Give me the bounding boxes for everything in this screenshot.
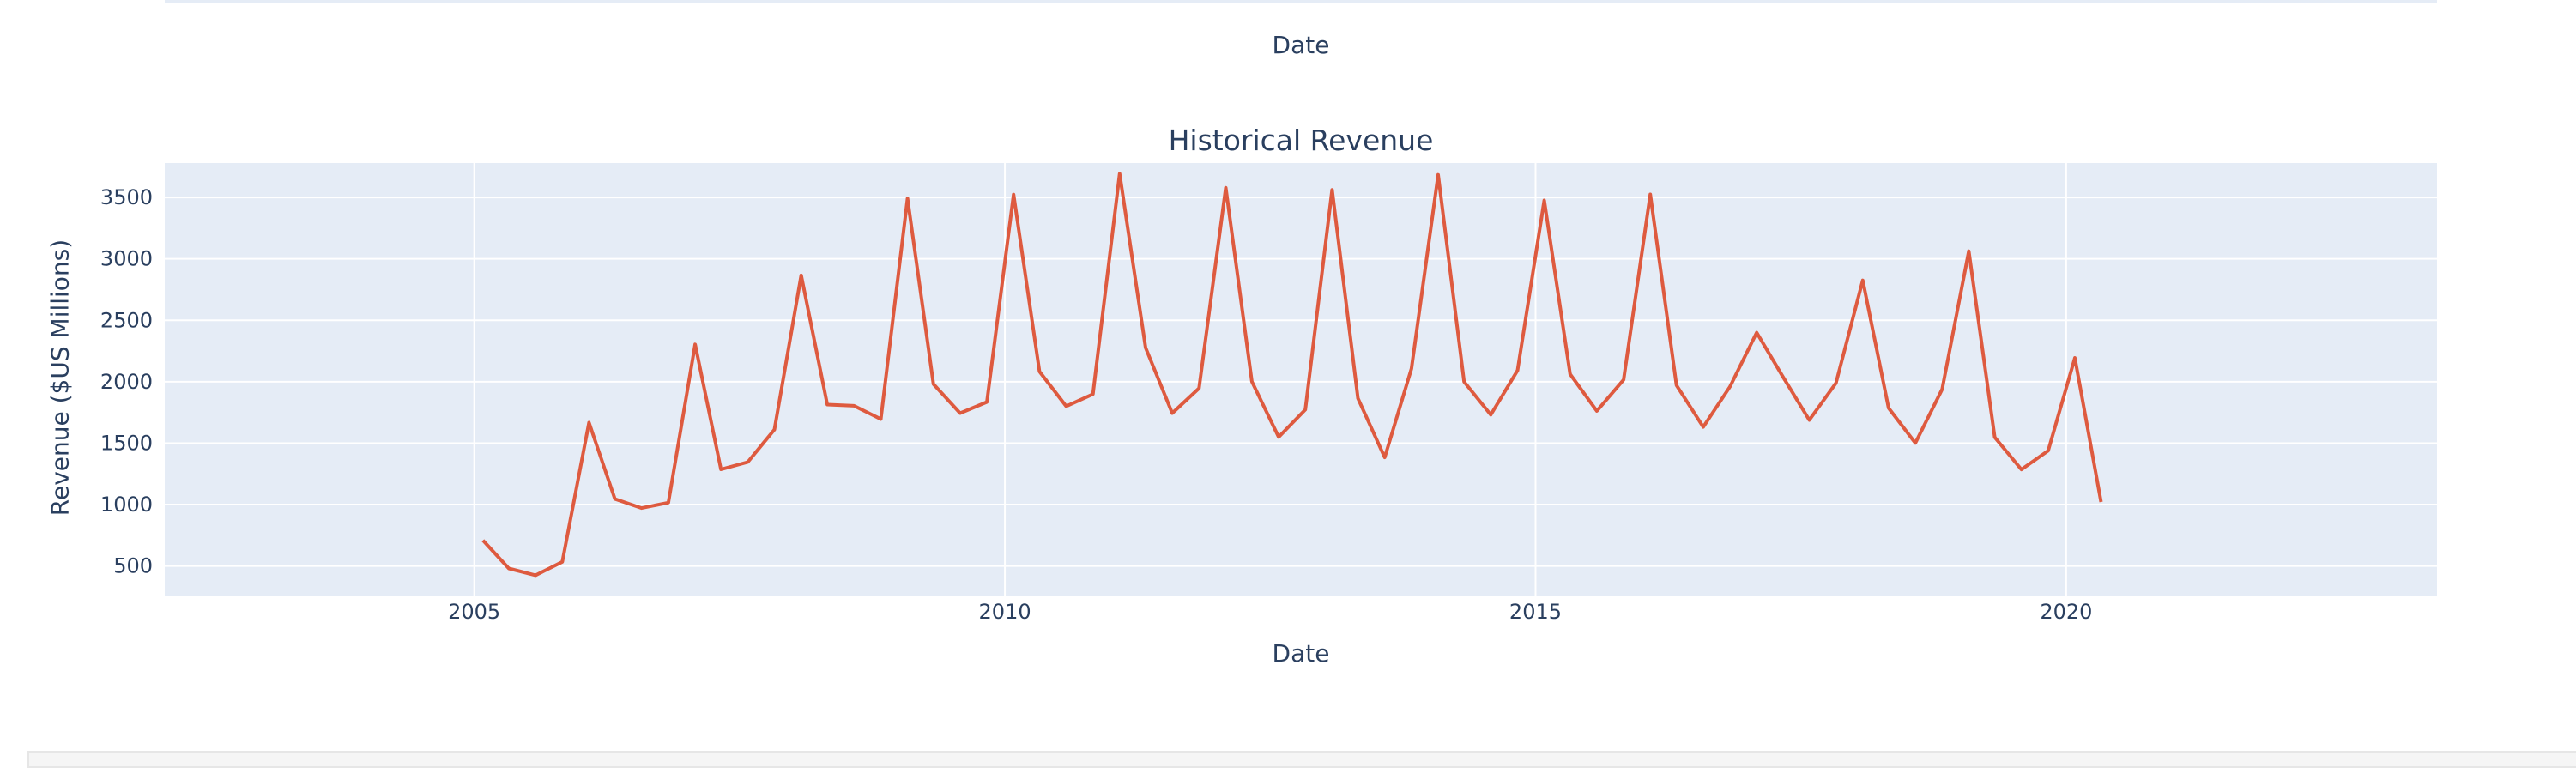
y-tick-label: 1500 <box>100 431 153 455</box>
x-tick-label: 2010 <box>979 600 1031 624</box>
x-tick-label: 2020 <box>2040 600 2092 624</box>
y-tick-label: 500 <box>113 554 153 578</box>
x-tick-label: 2005 <box>448 600 500 624</box>
revenue-series-line <box>481 172 2103 578</box>
plot-area <box>165 163 2437 596</box>
top-panel-x-axis-title: Date <box>1272 31 1330 59</box>
y-tick-label: 3500 <box>100 185 153 209</box>
bottom-panel-edge <box>27 751 2576 768</box>
x-axis-title: Date <box>1272 639 1330 668</box>
y-tick-label: 2500 <box>100 308 153 332</box>
y-tick-label: 1000 <box>100 493 153 517</box>
y-tick-label: 3000 <box>100 247 153 271</box>
chart-title: Historical Revenue <box>1168 124 1434 157</box>
y-tick-label: 2000 <box>100 370 153 394</box>
x-tick-label: 2015 <box>1509 600 1562 624</box>
top-panel-plot-edge <box>165 0 2437 3</box>
